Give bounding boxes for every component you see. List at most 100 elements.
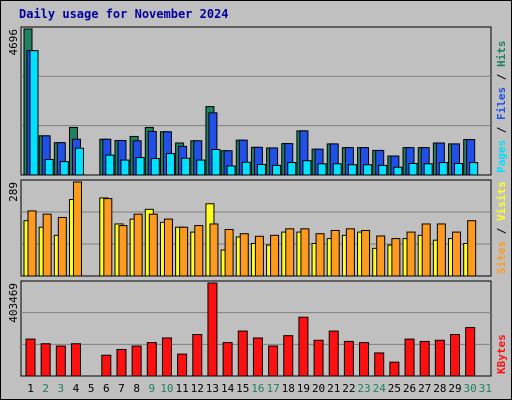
day-label: 28: [433, 382, 446, 395]
kbytes-bar: [131, 345, 142, 377]
kbytes-bar: [146, 342, 157, 377]
sites-bar: [421, 223, 431, 277]
pages-bar: [332, 163, 342, 176]
sites-bar: [436, 223, 446, 277]
legend-kbytes: KBytes: [495, 334, 508, 374]
day-label: 17: [266, 382, 279, 395]
ymax-label: 289: [7, 182, 20, 202]
day-label: 10: [160, 382, 173, 395]
pages-bar: [181, 157, 191, 176]
kbytes-bar: [419, 340, 430, 377]
pages-bar: [423, 163, 433, 176]
kbytes-bar: [161, 337, 172, 377]
chart-title: Daily usage for November 2024: [19, 7, 229, 21]
day-label: 16: [251, 382, 264, 395]
kbytes-bar: [116, 348, 127, 377]
kbytes-bar: [222, 342, 233, 377]
day-label: 22: [342, 382, 355, 395]
kbytes-bar: [374, 352, 385, 377]
pages-bar: [256, 163, 266, 176]
kbytes-bar: [283, 335, 294, 377]
kbytes-bar: [434, 339, 445, 377]
legend-visits: Visits: [495, 181, 508, 221]
day-label: 26: [403, 382, 416, 395]
pages-bar: [44, 158, 54, 176]
legend-hits: Hits: [495, 41, 508, 68]
pages-bar: [29, 50, 39, 176]
sites-bar: [345, 228, 355, 277]
day-label: 5: [88, 382, 95, 395]
day-label: 13: [206, 382, 219, 395]
ymax-label: 403469: [7, 283, 20, 323]
sites-bar: [330, 229, 340, 277]
kbytes-bar: [70, 343, 81, 377]
day-label: 2: [42, 382, 49, 395]
sites-bar: [42, 213, 52, 277]
kbytes-bar: [450, 334, 461, 377]
day-label: 31: [479, 382, 492, 395]
kbytes-bar: [268, 345, 279, 377]
pages-bar: [469, 162, 479, 176]
day-label: 6: [103, 382, 110, 395]
sites-bar: [361, 229, 371, 277]
sites-bar: [209, 223, 219, 277]
kbytes-bar: [55, 345, 66, 377]
kbytes-bar: [25, 338, 36, 377]
day-label: 12: [191, 382, 204, 395]
ymax-label: 4696: [7, 29, 20, 56]
kbytes-bar: [313, 339, 324, 377]
day-label: 14: [221, 382, 235, 395]
sites-bar: [452, 231, 462, 277]
day-label: 25: [388, 382, 401, 395]
sites-bar: [467, 220, 477, 277]
pages-bar: [302, 160, 312, 176]
day-label: 4: [73, 382, 80, 395]
legend-separator: /: [495, 221, 508, 241]
kbytes-bar: [40, 343, 51, 377]
kbytes-bar: [359, 342, 370, 377]
day-label: 24: [373, 382, 387, 395]
pages-bar: [211, 149, 221, 176]
sites-bar: [391, 238, 401, 277]
legend-sites: Sites: [495, 241, 508, 274]
kbytes-bar: [404, 338, 415, 377]
sites-bar: [103, 198, 113, 277]
day-label: 8: [133, 382, 140, 395]
day-label: 3: [58, 382, 65, 395]
kbytes-bar: [343, 340, 354, 377]
day-label: 1: [27, 382, 34, 395]
kbytes-bar: [207, 282, 218, 377]
day-label: 30: [464, 382, 477, 395]
series-legend: Pages / Files / Hits: [495, 41, 508, 174]
pages-bar: [393, 166, 403, 176]
sites-bar: [406, 231, 416, 277]
kbytes-bar: [252, 337, 263, 377]
pages-bar: [59, 161, 69, 176]
sites-bar: [57, 216, 67, 277]
kbytes-bar: [237, 330, 248, 377]
pages-bar: [135, 157, 145, 176]
day-label: 29: [448, 382, 461, 395]
day-label: 20: [312, 382, 325, 395]
day-label: 27: [418, 382, 431, 395]
pages-bar: [165, 153, 175, 176]
day-label: 11: [175, 382, 188, 395]
pages-bar: [196, 159, 206, 176]
pages-bar: [438, 162, 448, 176]
legend-pages: Pages: [495, 140, 508, 173]
pages-bar: [454, 162, 464, 176]
pages-bar: [150, 158, 160, 176]
kbytes-bar: [328, 330, 339, 377]
pages-bar: [287, 162, 297, 176]
legend-separator: /: [495, 120, 508, 140]
kbytes-bar: [465, 327, 476, 377]
pages-bar: [74, 147, 84, 176]
kbytes-bar: [389, 361, 400, 377]
legend-separator: /: [495, 67, 508, 87]
pages-bar: [317, 163, 327, 176]
sites-bar: [254, 235, 264, 277]
sites-bar: [148, 213, 158, 277]
sites-bar: [285, 228, 295, 277]
sites-bar: [118, 225, 128, 277]
